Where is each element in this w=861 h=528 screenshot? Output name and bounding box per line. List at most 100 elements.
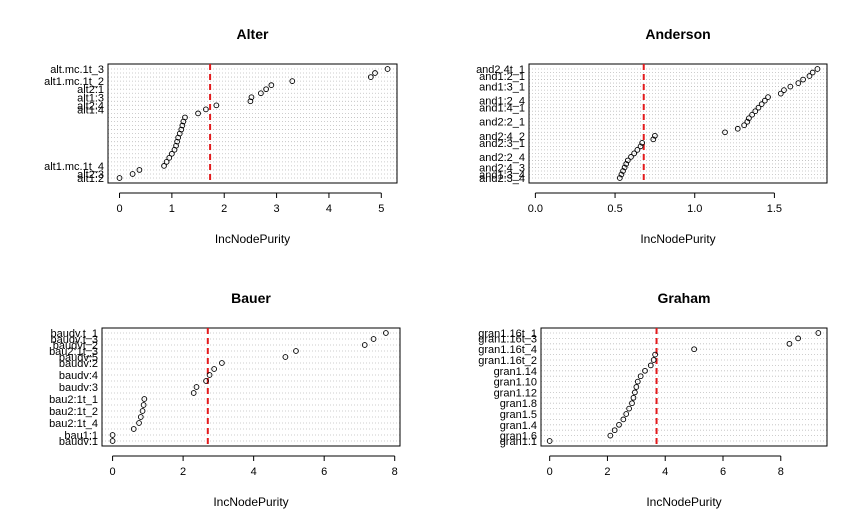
data-point (650, 136, 657, 143)
row-label: baudvt_2 (53, 340, 98, 352)
data-point (758, 101, 765, 108)
plot-frame (528, 63, 828, 184)
data-point (650, 357, 657, 363)
data-point (795, 80, 802, 86)
data-point (203, 378, 209, 384)
x-axis-label: IncNodePurity (213, 495, 288, 509)
row-label: gran1.16t_3 (478, 333, 537, 345)
row-label: alt2:4 (77, 100, 104, 112)
row-label: baudv.t_3 (50, 334, 98, 346)
x-tick-label: 5 (378, 203, 384, 215)
x-tick-label: 6 (720, 466, 726, 478)
x-tick-label: 0.0 (528, 203, 543, 215)
x-tick-label: 0 (547, 466, 553, 478)
data-point (129, 171, 136, 177)
data-point (637, 143, 644, 150)
data-point (383, 330, 389, 336)
x-tick-label: 0 (110, 466, 116, 478)
data-point (630, 394, 637, 401)
row-label: alt2:3 (77, 169, 104, 181)
data-point (752, 108, 759, 115)
data-point (623, 411, 630, 417)
row-label: alt1:4 (77, 104, 104, 116)
data-point (163, 159, 170, 165)
data-point (749, 111, 755, 118)
data-point (691, 346, 697, 353)
chart-title: Graham (658, 290, 711, 306)
data-point (190, 390, 197, 396)
data-point (741, 122, 747, 129)
data-point (629, 400, 635, 407)
x-axis-label: IncNodePurity (640, 232, 715, 246)
data-point (372, 70, 378, 76)
data-point (621, 164, 628, 171)
data-point (626, 405, 632, 412)
x-tick-label: 8 (392, 466, 398, 478)
data-point (178, 126, 185, 133)
data-point (634, 147, 641, 153)
data-point (289, 78, 296, 84)
row-label: and1:3_4 (479, 169, 525, 181)
data-point (786, 340, 793, 347)
data-point (140, 402, 147, 408)
data-point (765, 94, 771, 100)
row-label: and2.4t_1 (476, 64, 525, 76)
x-tick-label: 6 (321, 466, 327, 478)
x-tick-label: 2 (604, 466, 610, 478)
plot-frame (101, 327, 401, 447)
data-point (139, 408, 146, 414)
data-point (116, 175, 123, 181)
data-point (179, 122, 186, 129)
row-label: bau2:1t_2 (49, 406, 98, 418)
data-point (639, 139, 645, 146)
data-point (203, 106, 209, 113)
row-label: and1:4_1 (479, 103, 525, 115)
x-tick-label: 4 (662, 466, 668, 478)
data-point (631, 150, 638, 157)
x-tick-label: 4 (326, 203, 332, 215)
data-point (546, 438, 553, 444)
x-axis-label: IncNodePurity (215, 232, 290, 246)
data-point (809, 69, 816, 76)
data-point (628, 154, 634, 160)
row-label: gran1.16t_2 (478, 355, 537, 367)
x-tick-label: 1.0 (687, 203, 702, 215)
data-point (620, 416, 627, 423)
data-point (647, 362, 654, 369)
data-point (384, 66, 391, 72)
data-point (607, 432, 614, 439)
data-point (361, 342, 368, 348)
row-label: and2:2_4 (479, 152, 525, 164)
data-point (642, 367, 648, 374)
row-label: gran1.14 (494, 366, 537, 378)
data-point (814, 66, 821, 72)
data-point (777, 90, 784, 97)
data-point (616, 421, 622, 428)
data-point (624, 157, 631, 164)
x-tick-label: 0.5 (607, 203, 622, 215)
row-label: and1:2_4 (479, 96, 525, 108)
data-point (136, 167, 143, 173)
data-point (174, 138, 180, 145)
data-point (806, 73, 813, 79)
row-label: baudv.t_1 (50, 328, 98, 340)
data-point (137, 414, 144, 420)
data-point (734, 125, 741, 132)
row-label: alt1.mc.1t_4 (44, 161, 104, 173)
panel-anderson: Anderson 0.0 0.5 1.0 1.5 IncNodePurity and2:3_… (476, 26, 828, 246)
data-point (623, 161, 630, 167)
plot-frame (107, 63, 398, 184)
data-point (620, 168, 626, 174)
data-point (787, 83, 794, 90)
data-point (136, 420, 142, 426)
data-point (109, 438, 116, 444)
data-point (263, 86, 269, 93)
row-label: alt2:1 (77, 84, 104, 96)
x-tick-label: 1.5 (767, 203, 782, 215)
row-label: baudv:2 (59, 358, 98, 370)
x-tick-label: 3 (274, 203, 280, 215)
x-tick-label: 2 (221, 203, 227, 215)
data-point (282, 354, 289, 360)
row-label: and2:3_1 (479, 138, 525, 150)
data-point (367, 74, 374, 80)
